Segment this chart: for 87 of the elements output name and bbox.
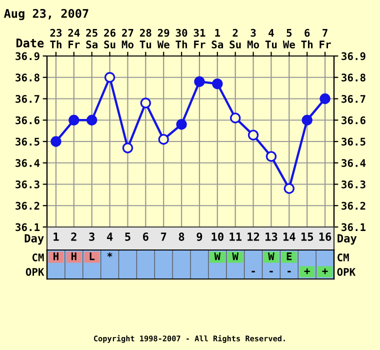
x-tick-label: 27 Mo: [122, 28, 134, 48]
text: +: [304, 268, 310, 274]
point: [122, 142, 134, 154]
y2-tick-label: 36.8: [342, 74, 366, 82]
text: W: [268, 252, 274, 260]
x-tick-label: 29 We: [157, 28, 170, 48]
y2-tick-label: OPK: [337, 268, 356, 276]
x-tick-label: 10: [212, 232, 224, 241]
y2-tick-label: 36.5: [342, 138, 366, 146]
text: -: [270, 270, 273, 272]
y2-tick-label: CM: [338, 253, 349, 262]
text: -: [252, 270, 255, 272]
text: +: [322, 268, 328, 274]
x-tick-label: 6: [143, 232, 148, 241]
x-tick-label: 12: [248, 232, 260, 241]
x-tick-label: 14: [283, 232, 296, 241]
x-tick-label: 15: [301, 232, 314, 241]
x-tick-label: 9: [196, 232, 202, 241]
text: -: [288, 270, 291, 272]
y-tick-label: 36.1: [16, 223, 40, 232]
y-tick-label: 36.6: [16, 116, 40, 124]
y-tick-label: 36.2: [16, 202, 40, 210]
point: [194, 76, 205, 87]
text: W: [232, 252, 238, 260]
y-tick-label: 36.5: [16, 138, 40, 146]
x-tick-label: 3: [89, 232, 94, 241]
text: W: [214, 252, 221, 260]
y2-tick-label: 36.2: [342, 202, 366, 210]
y2-tick-label: 36.6: [342, 116, 366, 124]
point: [176, 119, 187, 130]
point: [86, 114, 98, 126]
y-tick-label: OPK: [26, 268, 44, 276]
x-tick-label: 6 Th: [301, 28, 313, 48]
text: E: [286, 252, 292, 260]
y2-tick-label: 36.4: [342, 159, 366, 167]
x-tick-label: 2: [71, 232, 76, 241]
x-tick-label: 30 Th: [176, 28, 188, 48]
y2-tick-label: 36.9: [342, 52, 366, 60]
x-tick-label: 3 Mo: [247, 28, 260, 48]
text: *: [107, 252, 112, 258]
point: [248, 130, 259, 140]
x-tick-label: 2 Su: [230, 28, 241, 48]
text: H: [54, 252, 58, 260]
x-tick-label: 7 Fr: [320, 29, 331, 48]
x-tick-label: 23 Th: [50, 28, 62, 48]
chart-title: Aug 23, 2007: [4, 8, 88, 20]
point: [284, 183, 295, 194]
point: [212, 78, 223, 90]
x-tick-label: 26 Su: [104, 28, 116, 48]
y-tick-label: CM: [32, 253, 44, 262]
y2-tick-label: 36.1: [342, 223, 366, 232]
y-tick-label: 36.4: [16, 159, 40, 167]
y2-tick-label: 36.3: [342, 180, 366, 188]
y-tick-label: 36.7: [16, 94, 40, 103]
x-tick-label: 1: [54, 232, 59, 241]
x-tick-label: 13: [266, 232, 278, 241]
point: [320, 93, 330, 104]
x-tick-label: 24 Fr: [68, 28, 80, 48]
x-tick-label: 31 Fr: [194, 28, 206, 48]
x-tick-label: 4: [106, 232, 113, 241]
x-tick-label: 16: [319, 232, 332, 241]
x-tick-label: 8: [178, 232, 184, 241]
x-tick-label: 11: [230, 232, 242, 241]
x-tick-label: 5 We: [282, 29, 295, 48]
point: [140, 98, 152, 108]
y2-tick-label: 36.7: [342, 94, 366, 103]
y-tick-label: 36.3: [16, 180, 40, 188]
point: [50, 136, 62, 147]
x-tick-label: 4 Tu: [265, 29, 277, 48]
point: [266, 151, 277, 162]
point: [230, 112, 241, 124]
text: Day: [338, 234, 357, 245]
x-tick-label: 1 Sa: [212, 29, 224, 48]
x-axis-title: Day: [24, 234, 44, 245]
x-tick-label: 5: [125, 232, 130, 241]
text: L: [90, 252, 95, 260]
x-tick-label: 7: [160, 232, 166, 241]
point: [68, 114, 80, 126]
x-tick-label: 28 Tu: [140, 28, 152, 48]
text: H: [71, 252, 76, 260]
x-tick-label: 25 Sa: [86, 28, 98, 48]
y-tick-label: 36.8: [16, 74, 40, 82]
y-tick-label: 36.9: [16, 52, 40, 60]
point: [302, 114, 312, 126]
x-axis-title: Date: [16, 38, 44, 48]
point: [158, 134, 169, 145]
point: [104, 72, 116, 83]
